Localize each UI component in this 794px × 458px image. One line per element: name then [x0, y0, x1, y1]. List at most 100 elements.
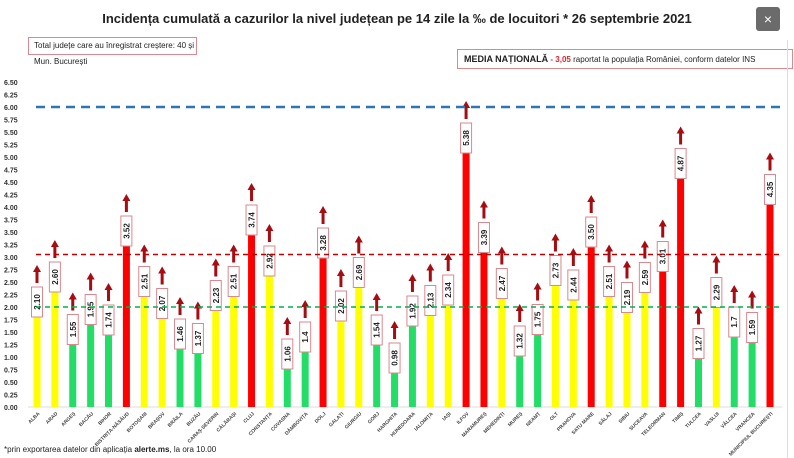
data-label-box [388, 342, 401, 374]
y-tick-label: 0.00 [4, 405, 18, 412]
bar-mehedinți [498, 283, 506, 407]
bar-neamț [534, 319, 542, 407]
up-arrow-icon-head [158, 266, 167, 274]
data-label: 2.34 [442, 274, 455, 306]
x-tick-label: ARGEȘ [60, 411, 77, 428]
data-label-box [191, 323, 204, 354]
data-label: 1.59 [746, 312, 759, 343]
y-tick-label: 1.50 [4, 330, 18, 337]
up-arrow-icon-head [86, 272, 95, 280]
data-label-text: 2.29 [712, 284, 721, 300]
footnote-text: *prin exportarea datelor din aplicația [4, 445, 135, 454]
y-tick-label: 2.75 [4, 268, 18, 275]
up-arrow-icon-head [569, 248, 578, 255]
data-label-text: 2.23 [212, 287, 221, 303]
x-tick-label: ARAD [45, 411, 60, 426]
up-arrow-icon [321, 212, 325, 224]
data-label: 2.23 [209, 280, 222, 311]
bar-dâmbovița [301, 337, 309, 407]
data-label-text: 4.87 [677, 155, 686, 171]
up-arrow-icon [250, 189, 254, 201]
data-label-box [299, 321, 312, 353]
data-label-text: 2.51 [140, 273, 149, 289]
data-label-box [31, 286, 43, 318]
up-arrow-icon-head [354, 235, 363, 243]
x-tick-label: CARAȘ-SEVERIN [187, 411, 221, 445]
up-arrow-icon [589, 201, 593, 213]
bar-botoșani [140, 281, 148, 407]
data-label-text: 3.28 [319, 235, 328, 251]
up-arrow-icon-head [390, 321, 399, 328]
data-label-text: 1.06 [283, 346, 292, 362]
data-label-box [495, 268, 508, 299]
up-arrow-icon-head [444, 253, 453, 260]
data-label-box [674, 148, 687, 179]
close-button[interactable]: × [756, 7, 780, 31]
y-tick-label: 3.00 [4, 255, 18, 262]
y-tick-label: 2.25 [4, 293, 18, 300]
up-arrow-icon [285, 323, 289, 335]
up-arrow-icon-head [122, 194, 131, 201]
x-tick-label: GORJ [367, 411, 381, 425]
data-label: 2.07 [156, 288, 169, 319]
up-arrow-icon-head [265, 224, 274, 231]
up-arrow-icon-head [605, 244, 614, 252]
footnote-app: alerte.ms [134, 445, 170, 454]
data-label-text: 1.59 [748, 319, 757, 335]
bar-arad [51, 277, 59, 407]
y-tick-label: 3.75 [4, 218, 18, 225]
data-label-box [710, 277, 723, 308]
y-tick-label: 1.00 [4, 355, 18, 362]
up-arrow-icon-head [104, 283, 113, 290]
national-average-box: MEDIA NAȚIONALĂ - 3,05 raportat la popul… [457, 49, 793, 69]
national-average-sep: - [548, 55, 556, 64]
data-label: 0.98 [388, 342, 401, 374]
data-label-text: 1.27 [694, 335, 703, 351]
data-label-box [120, 215, 133, 247]
bar-ilfov [462, 138, 470, 407]
data-label-text: 1.74 [105, 312, 114, 328]
up-arrow-icon-head [283, 317, 292, 324]
data-label-text: 2.92 [265, 253, 274, 269]
data-label-box [102, 304, 115, 336]
up-arrow-icon-head [229, 244, 238, 252]
data-label: 2.47 [495, 268, 508, 299]
data-label-box [263, 245, 276, 277]
up-arrow-icon-head [622, 260, 631, 268]
up-arrow-icon-head [479, 200, 488, 208]
data-label-box [531, 304, 544, 335]
x-tick-label: DOLJ [314, 411, 328, 425]
y-tick-label: 0.75 [4, 368, 18, 375]
data-label: 1.55 [66, 314, 79, 345]
data-label-box [460, 122, 473, 154]
data-label: 2.92 [263, 245, 276, 277]
increase-count-note: Total județe care au înregistrat creșter… [28, 37, 197, 66]
data-label: 2.10 [31, 286, 43, 318]
y-tick-label: 5.50 [4, 130, 18, 137]
data-label-text: 4.35 [766, 181, 775, 197]
x-tick-label: CĂLĂRAȘI [215, 410, 239, 434]
data-label: 2.69 [352, 257, 365, 288]
up-arrow-icon-head [211, 258, 220, 266]
data-label-text: 3.50 [587, 224, 596, 240]
data-label-text: 1.7 [730, 316, 739, 328]
data-label-box [513, 325, 526, 357]
national-average-value: 3,05 [555, 55, 571, 64]
y-tick-label: 4.75 [4, 168, 18, 175]
national-average-text: raportat la populația României, conform … [570, 55, 756, 64]
footnote: *prin exportarea datelor din aplicația a… [4, 445, 216, 454]
bar-constanța [265, 261, 273, 407]
up-arrow-icon-head [426, 263, 435, 271]
up-arrow-icon [232, 250, 236, 263]
data-label: 3.01 [656, 241, 669, 272]
bar-vrancea [748, 327, 756, 407]
bar-bistrița-năsăud [122, 231, 130, 407]
up-arrow-icon-head [247, 183, 256, 190]
data-label-box [656, 241, 669, 272]
data-label-text: 3.74 [248, 212, 257, 228]
y-tick-label: 4.00 [4, 205, 18, 212]
x-tick-label: OLT [549, 411, 560, 422]
data-label-text: 2.73 [551, 262, 560, 278]
data-label-text: 2.51 [230, 273, 239, 289]
